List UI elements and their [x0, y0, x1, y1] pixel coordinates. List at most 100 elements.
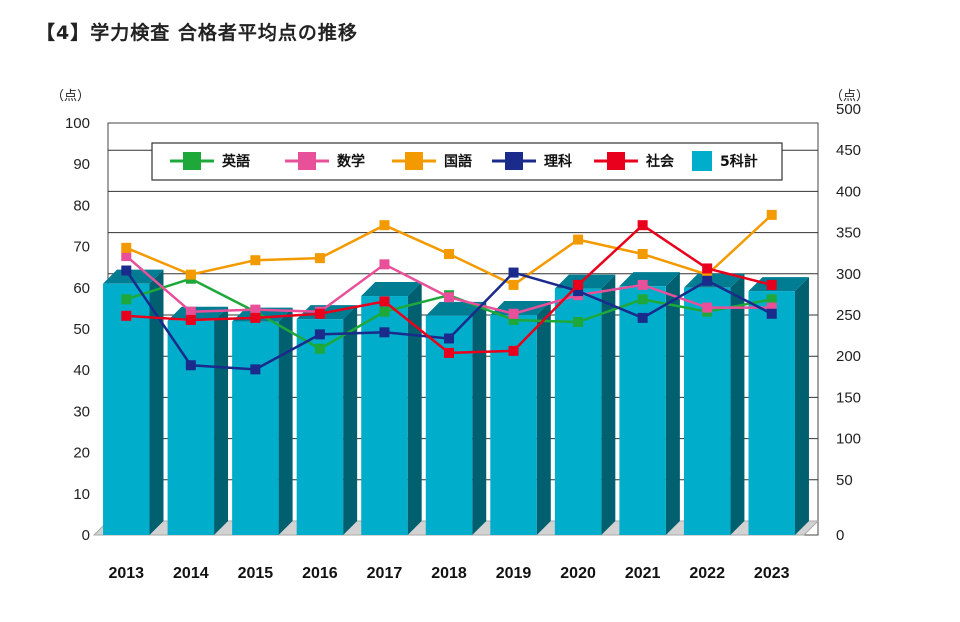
y-right-unit: （点）	[830, 89, 869, 104]
y-right-tick-label: 300	[836, 266, 861, 283]
x-tick-label: 2014	[173, 565, 209, 582]
series-marker	[121, 294, 132, 305]
x-tick-label: 2020	[560, 565, 596, 582]
series-marker	[444, 292, 454, 303]
bar	[296, 319, 344, 535]
y-right-tick-label: 350	[836, 225, 861, 242]
legend-label: 理科	[544, 153, 572, 170]
bar-side	[794, 277, 809, 535]
series-marker	[379, 327, 390, 338]
chart-title: 【4】学力検査 合格者平均点の推移	[36, 22, 358, 44]
series-marker	[573, 279, 584, 290]
legend-label: 数学	[337, 153, 365, 170]
series-marker	[637, 249, 648, 260]
bar	[167, 320, 215, 535]
series-marker	[185, 269, 196, 280]
series-marker	[702, 275, 713, 286]
bar-top	[554, 274, 616, 289]
series-marker	[185, 306, 196, 317]
bar-side	[407, 282, 422, 535]
series-marker	[185, 360, 196, 371]
series-marker	[185, 314, 196, 325]
series-marker	[379, 306, 390, 317]
series-marker	[250, 255, 261, 266]
bar	[232, 321, 279, 535]
x-tick-label: 2019	[496, 565, 532, 582]
bar	[619, 286, 666, 535]
bar-side	[536, 300, 551, 535]
bar-side	[730, 273, 745, 535]
series-marker	[314, 329, 325, 340]
series-marker	[508, 345, 519, 356]
series-marker	[637, 220, 648, 231]
y-right-tick-label: 200	[836, 348, 861, 365]
legend-label: 国語	[444, 153, 472, 170]
series-marker	[508, 308, 519, 319]
series-marker	[314, 308, 325, 319]
x-tick-label: 2017	[367, 565, 403, 582]
series-marker	[573, 317, 584, 327]
series-marker	[637, 312, 648, 323]
bar-top	[425, 301, 487, 316]
y-right-tick-label: 150	[836, 389, 861, 406]
series-marker	[444, 347, 454, 358]
y-left-tick-label: 70	[73, 239, 90, 256]
y-right-tick-label: 400	[836, 183, 861, 200]
bar-side	[149, 269, 164, 535]
y-right-tick-label: 50	[836, 472, 853, 489]
y-right-tick-label: 0	[836, 527, 844, 544]
axes: 0 10 20 30 40 50 60 70 80 90 100 0 50 100 150 200 250 300…	[51, 89, 869, 582]
series-marker	[250, 304, 261, 315]
legend-marker	[607, 152, 625, 170]
y-left-tick-label: 80	[73, 197, 90, 214]
series-marker	[121, 265, 132, 276]
x-tick-label: 2016	[302, 565, 338, 582]
y-left-tick-label: 40	[73, 362, 90, 379]
x-tick-label: 2021	[625, 565, 661, 582]
series-marker	[637, 294, 648, 305]
series-marker	[508, 267, 519, 278]
series-marker	[766, 308, 777, 319]
series-marker	[121, 242, 132, 253]
series-marker	[508, 314, 519, 325]
series-marker	[766, 279, 777, 290]
y-left-tick-label: 10	[73, 486, 90, 503]
legend-label: 英語	[221, 153, 250, 170]
bar-top	[619, 272, 680, 287]
series-marker	[250, 364, 261, 375]
bar-top	[103, 269, 164, 284]
legend-marker	[405, 152, 423, 170]
bar-side	[343, 305, 358, 535]
x-tick-label: 2018	[431, 565, 467, 582]
x-tick-label: 2013	[108, 565, 144, 582]
y-right-tick-label: 250	[836, 307, 861, 324]
bar-top	[361, 282, 422, 297]
bar	[748, 291, 795, 535]
y-right-tick-label: 500	[836, 101, 861, 118]
y-left-tick-label: 20	[73, 445, 90, 462]
series-marker	[250, 312, 261, 323]
x-tick-label: 2015	[238, 565, 274, 582]
legend-box	[151, 142, 783, 181]
series-marker	[314, 343, 325, 354]
y-left-tick-label: 90	[73, 156, 90, 173]
bar	[103, 283, 150, 535]
series-marker	[444, 249, 454, 260]
y-left-tick-label: 50	[73, 321, 90, 338]
y-left-unit: （点）	[51, 89, 90, 104]
line-series	[121, 209, 777, 375]
y-right-tick-label: 100	[836, 431, 861, 448]
bar-side	[214, 306, 229, 535]
y-left-tick-label: 60	[73, 280, 90, 297]
bar	[554, 288, 602, 535]
series-marker	[702, 302, 713, 313]
series-marker	[379, 296, 390, 307]
series-marker	[766, 302, 777, 313]
legend-marker	[183, 152, 201, 170]
y-left-tick-label: 0	[82, 527, 90, 544]
series-marker	[379, 259, 390, 270]
legend-label: 社会	[645, 153, 675, 170]
bar	[683, 287, 731, 535]
series-marker	[379, 220, 390, 231]
